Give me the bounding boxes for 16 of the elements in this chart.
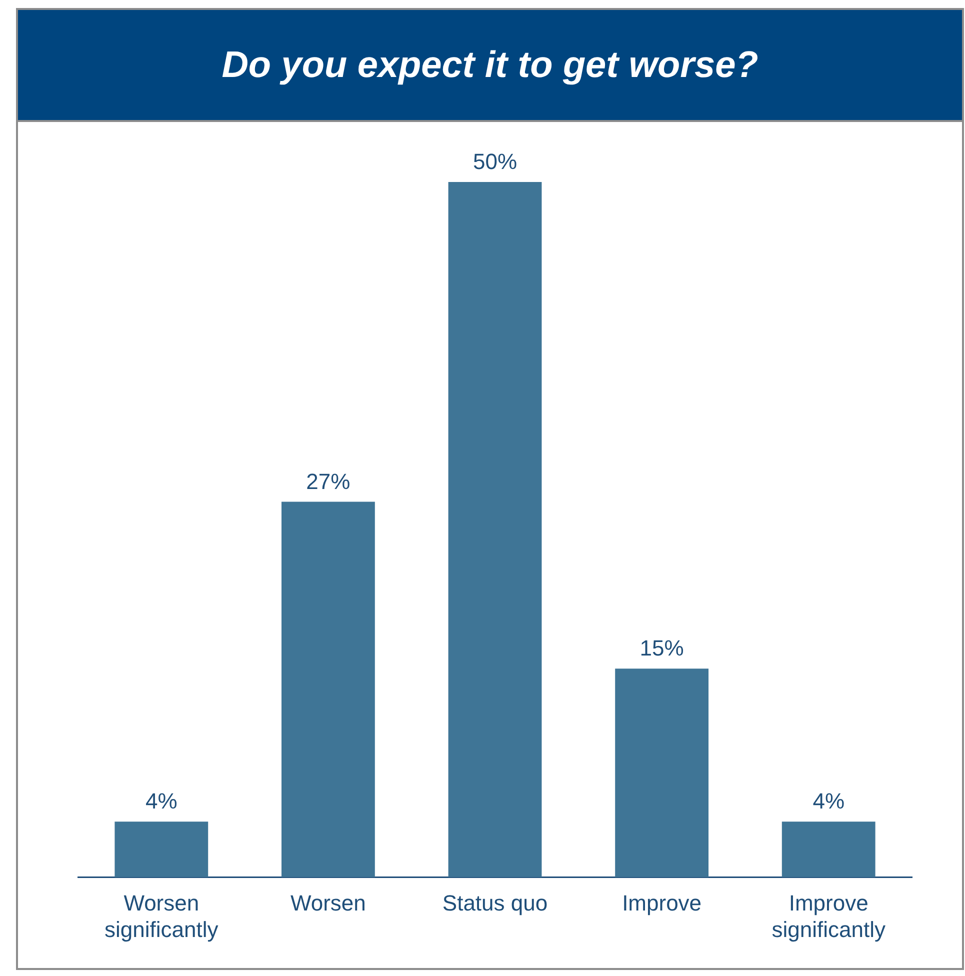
x-tick-label: Worsen <box>290 890 366 916</box>
bar <box>448 182 542 878</box>
bar <box>114 822 208 878</box>
data-label: 27% <box>306 468 350 494</box>
x-tick-label: Improve significantly <box>772 890 886 942</box>
x-tick-label: Status quo <box>442 890 548 916</box>
x-tick-label: Improve <box>622 890 702 916</box>
bar <box>615 668 709 878</box>
chart-title: Do you expect it to get worse? <box>222 44 758 86</box>
bar <box>281 502 375 878</box>
data-label: 4% <box>146 788 178 814</box>
bar <box>782 822 876 878</box>
x-tick-label: Worsen significantly <box>104 890 218 942</box>
data-label: 4% <box>812 788 844 814</box>
data-label: 50% <box>472 149 518 174</box>
data-label: 15% <box>640 636 684 661</box>
